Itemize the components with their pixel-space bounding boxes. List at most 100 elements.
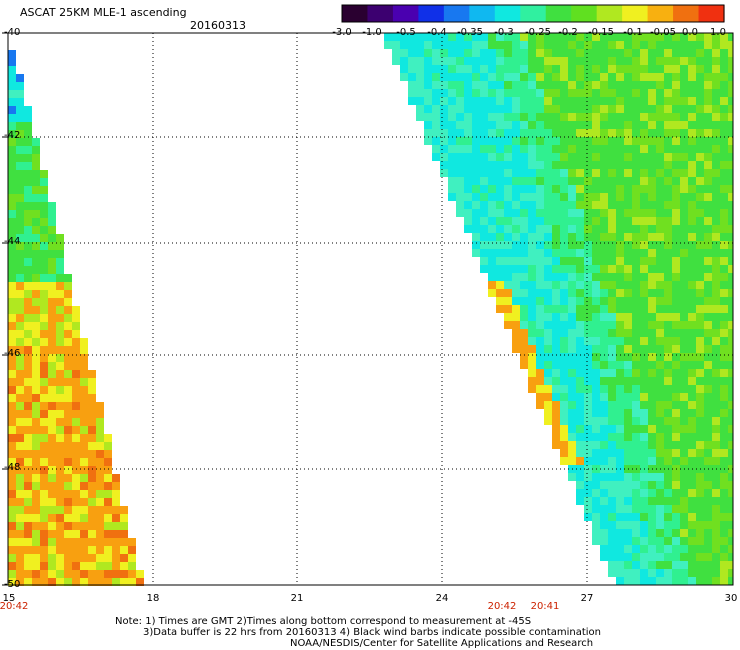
swath-cell [600,49,608,57]
swath-cell [688,57,696,65]
swath-cell [608,129,616,137]
swath-cell [16,154,24,162]
swath-cell [64,546,72,554]
swath-cell [648,217,656,225]
swath-cell [520,209,528,217]
swath-cell [632,201,640,209]
swath-cell [640,393,648,401]
swath-cell [104,458,112,466]
swath-cell [488,273,496,281]
swath-cell [728,169,733,177]
swath-cell [448,73,456,81]
swath-cell [72,546,80,554]
swath-cell [32,146,40,154]
swath-cell [536,273,544,281]
swath-cell [728,385,733,393]
swath-cell [16,354,24,362]
swath-cell [528,105,536,113]
swath-cell [528,73,536,81]
swath-cell [648,361,656,369]
swath-cell [688,129,696,137]
swath-cell [480,249,488,257]
swath-cell [696,129,704,137]
swath-cell [680,425,688,433]
swath-cell [696,401,704,409]
swath-cell [64,410,72,418]
swath-cell [72,514,80,522]
swath-cell [72,538,80,546]
swath-cell [600,321,608,329]
swath-cell [576,281,584,289]
swath-cell [56,338,64,346]
swath-cell [432,121,440,129]
swath-cell [544,305,552,313]
swath-cell [608,353,616,361]
swath-cell [416,57,424,65]
swath-cell [712,89,720,97]
swath-cell [680,497,688,505]
swath-cell [464,113,472,121]
swath-cell [712,225,720,233]
swath-cell [24,226,32,234]
longitude-label: 24 [435,593,449,604]
swath-cell [600,337,608,345]
swath-cell [584,33,592,41]
swath-cell [680,233,688,241]
swath-cell [680,201,688,209]
longitude-label: 21 [290,593,304,604]
swath-cell [728,177,733,185]
swath-cell [728,209,733,217]
swath-cell [40,194,48,202]
swath-cell [416,33,424,41]
swath-cell [712,33,720,41]
swath-cell [104,466,112,474]
swath-cell [536,201,544,209]
swath-cell [16,514,24,522]
swath-cell [16,130,24,138]
swath-cell [584,65,592,73]
swath-cell [712,177,720,185]
swath-cell [704,129,712,137]
swath-cell [600,545,608,553]
swath-cell [576,297,584,305]
swath-cell [528,361,536,369]
swath-cell [688,113,696,121]
swath-cell [648,113,656,121]
swath-cell [64,498,72,506]
swath-cell [704,217,712,225]
swath-cell [536,49,544,57]
swath-cell [672,89,680,97]
swath-cell [40,258,48,266]
swath-cell [584,233,592,241]
swath-cell [672,281,680,289]
swath-cell [568,313,576,321]
swath-cell [536,153,544,161]
swath-cell [640,145,648,153]
swath-cell [608,417,616,425]
swath-cell [64,418,72,426]
swath-cell [8,210,16,218]
swath-cell [64,306,72,314]
swath-cell [8,402,16,410]
swath-cell [592,89,600,97]
swath-cell [664,209,672,217]
swath-cell [8,546,16,554]
swath-cell [520,137,528,145]
swath-cell [664,441,672,449]
swath-cell [496,265,504,273]
swath-cell [480,33,488,41]
swath-cell [576,433,584,441]
swath-cell [712,553,720,561]
swath-cell [64,562,72,570]
swath-cell [16,250,24,258]
swath-cell [600,529,608,537]
swath-cell [408,49,416,57]
swath-cell [64,434,72,442]
swath-cell [656,177,664,185]
swath-cell [8,202,16,210]
swath-cell [688,105,696,113]
swath-cell [552,289,560,297]
swath-cell [80,562,88,570]
swath-cell [80,450,88,458]
swath-cell [672,377,680,385]
